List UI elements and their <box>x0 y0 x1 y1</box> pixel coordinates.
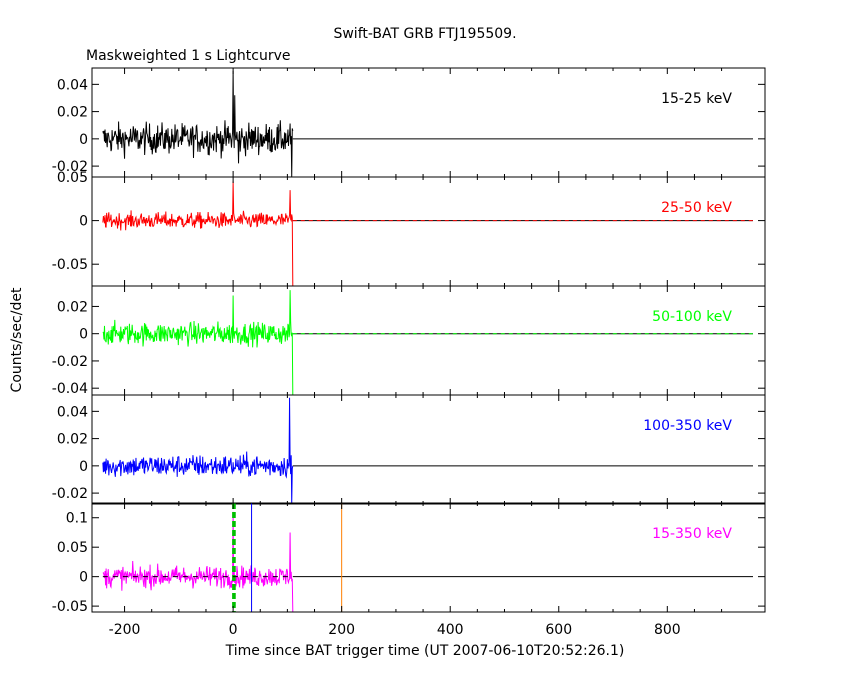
x-axis-label: Time since BAT trigger time (UT 2007-06-… <box>225 643 625 659</box>
band-label-50-100: 50-100 keV <box>652 309 732 325</box>
y-tick-label: -0.05 <box>52 257 88 273</box>
y-tick-label: -0.02 <box>52 159 88 175</box>
y-tick-label: 0.05 <box>57 540 88 556</box>
lightcurve-line-50-100 <box>102 290 294 395</box>
series-50-100 <box>102 290 753 395</box>
band-label-15-25: 15-25 keV <box>661 91 732 107</box>
y-tick-label: 0.02 <box>57 299 88 315</box>
x-tick-label: 400 <box>437 622 464 638</box>
panel-frame-15-25 <box>91 67 766 178</box>
x-tick-label: 200 <box>328 622 355 638</box>
panels-group: -0.02 0 0.02 0.04 15-25 keV -0.05 0 0.05 25-50 k… <box>52 67 766 638</box>
series-100-350 <box>102 397 753 504</box>
y-tick-label: 0 <box>79 570 88 586</box>
y-tick-label: 0 <box>79 459 88 475</box>
band-label-25-50: 25-50 keV <box>661 200 732 216</box>
lightcurve-line-25-50 <box>102 181 294 286</box>
x-tick-label: 800 <box>654 622 681 638</box>
lightcurve-line-15-350 <box>102 511 294 612</box>
y-tick-label: 0.02 <box>57 105 88 121</box>
lightcurve-line-15-25 <box>102 70 294 177</box>
panel-frame-100-350 <box>91 394 766 505</box>
y-tick-label: 0.1 <box>66 511 88 527</box>
y-tick-label: -0.05 <box>52 599 88 615</box>
y-tick-label: -0.02 <box>52 354 88 370</box>
panel-15-25: -0.02 0 0.02 0.04 15-25 keV <box>52 67 766 178</box>
series-15-350 <box>102 503 753 612</box>
panel-50-100: -0.04 -0.02 0 0.02 50-100 keV <box>52 285 766 397</box>
y-tick-label: 0.04 <box>57 404 88 420</box>
lightcurve-line-100-350 <box>102 397 294 504</box>
panel-frame-15-350 <box>91 502 766 613</box>
y-tick-label: 0 <box>79 132 88 148</box>
panel-frame-25-50 <box>91 176 766 287</box>
y-tick-label: -0.04 <box>52 381 88 397</box>
panel-15-350: -0.05 0 0.05 0.1 15-350 keV -200 0 200 400 600 800 <box>52 502 766 638</box>
y-axis-label: Counts/sec/det <box>9 287 25 392</box>
figure-title: Swift-BAT GRB FTJ195509. <box>333 26 516 42</box>
y-tick-label: 0 <box>79 214 88 230</box>
band-label-100-350: 100-350 keV <box>643 418 732 434</box>
series-25-50 <box>102 181 753 286</box>
x-tick-label: 600 <box>545 622 572 638</box>
y-tick-label: 0.05 <box>57 170 88 186</box>
y-tick-label: 0.02 <box>57 432 88 448</box>
panel-frame-50-100 <box>91 285 766 396</box>
series-15-25 <box>102 70 753 177</box>
x-tick-label: -200 <box>109 622 141 638</box>
panel-25-50: -0.05 0 0.05 25-50 keV <box>52 170 766 287</box>
y-tick-label: 0.04 <box>57 77 88 93</box>
x-tick-label: 0 <box>229 622 238 638</box>
band-label-15-350: 15-350 keV <box>652 526 732 542</box>
figure-subtitle: Maskweighted 1 s Lightcurve <box>86 48 290 64</box>
panel-100-350: -0.02 0 0.02 0.04 100-350 keV <box>52 394 766 505</box>
y-tick-label: 0 <box>79 327 88 343</box>
y-tick-label: -0.02 <box>52 486 88 502</box>
